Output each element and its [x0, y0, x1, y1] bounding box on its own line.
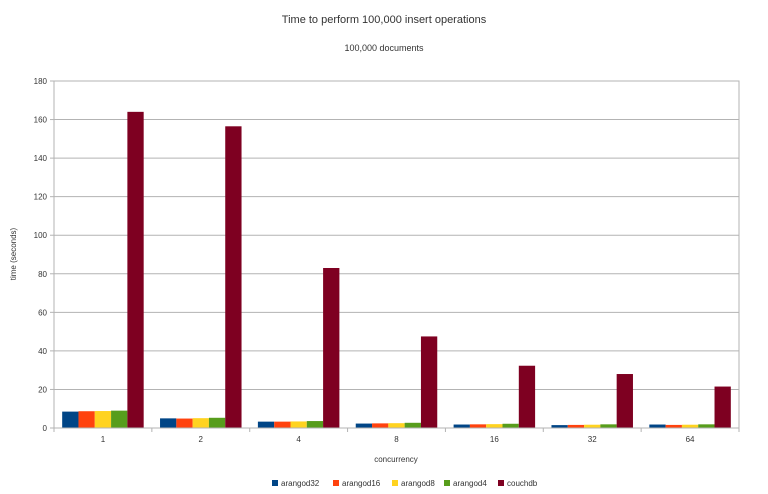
- legend-swatch: [392, 480, 398, 486]
- x-tick-label: 4: [296, 435, 301, 444]
- legend-label: couchdb: [507, 479, 538, 488]
- legend-label: arangod8: [401, 479, 435, 488]
- legend-label: arangod4: [453, 479, 487, 488]
- bar-arangod32-8: [355, 423, 373, 428]
- bar-arangod32-1: [62, 411, 79, 428]
- x-tick-label: 64: [686, 435, 695, 444]
- gridlines: [54, 80, 739, 429]
- bar-couchdb-32: [616, 374, 633, 428]
- y-axis-label: time (seconds): [9, 227, 18, 280]
- bar-arangod4-64: [698, 424, 715, 428]
- legend-item-arangod16: arangod16: [333, 479, 381, 488]
- legend-label: arangod16: [342, 479, 381, 488]
- bar-arangod16-4: [274, 421, 291, 428]
- legend-item-arangod32: arangod32: [272, 479, 320, 488]
- x-tick-label: 32: [588, 435, 597, 444]
- bar-arangod8-16: [486, 424, 503, 428]
- bar-arangod8-2: [192, 418, 209, 428]
- bar-arangod4-16: [502, 423, 519, 428]
- legend-swatch: [444, 480, 450, 486]
- bar-arangod32-4: [257, 421, 275, 428]
- bar-arangod8-32: [584, 424, 601, 428]
- legend-swatch: [333, 480, 339, 486]
- bar-arangod32-2: [160, 418, 177, 428]
- bar-couchdb-2: [225, 126, 242, 428]
- y-tick-label: 160: [34, 116, 48, 125]
- legend-swatch: [272, 480, 278, 486]
- legend-swatch: [498, 480, 504, 486]
- bar-arangod16-16: [469, 424, 487, 428]
- bar-arangod16-2: [176, 418, 193, 428]
- bar-arangod4-32: [600, 424, 617, 428]
- bar-couchdb-16: [518, 365, 536, 428]
- legend-label: arangod32: [281, 479, 320, 488]
- y-tick-label: 20: [38, 385, 47, 394]
- bar-arangod4-4: [306, 421, 324, 428]
- bar-arangod16-32: [567, 424, 585, 428]
- plot-area-frame: [53, 80, 740, 429]
- bar-arangod4-1: [111, 410, 128, 428]
- y-tick-label: 180: [34, 77, 48, 86]
- y-tick-label: 40: [38, 347, 47, 356]
- bar-arangod4-2: [208, 417, 226, 428]
- bar-arangod32-32: [551, 425, 568, 428]
- x-axis-ticks: 1 2 4 8 16 32 64: [53, 428, 740, 444]
- y-tick-label: 120: [34, 193, 48, 202]
- x-axis-label: concurrency: [374, 455, 418, 464]
- x-tick-label: 1: [101, 435, 106, 444]
- bar-arangod8-1: [94, 411, 112, 428]
- y-tick-label: 80: [38, 270, 47, 279]
- y-tick-label: 100: [34, 231, 48, 240]
- bar-arangod8-4: [290, 421, 307, 428]
- bar-couchdb-1: [127, 111, 144, 428]
- bar-arangod4-8: [404, 422, 421, 428]
- chart-subtitle: 100,000 documents: [344, 43, 424, 53]
- legend-item-arangod4: arangod4: [444, 479, 487, 488]
- bar-couchdb-8: [420, 336, 438, 428]
- bar-arangod16-64: [665, 424, 682, 428]
- bar-couchdb-64: [714, 386, 731, 428]
- y-axis-ticks: 0 20 40 60 80 100 120 140 160 180: [34, 77, 54, 433]
- y-tick-label: 60: [38, 308, 47, 317]
- bar-arangod16-1: [78, 411, 95, 428]
- bar-arangod8-64: [681, 424, 699, 428]
- bar-arangod16-8: [372, 423, 389, 428]
- bar-couchdb-4: [323, 267, 340, 428]
- y-tick-label: 140: [34, 154, 48, 163]
- legend-item-arangod8: arangod8: [392, 479, 435, 488]
- chart-title: Time to perform 100,000 insert operation…: [282, 14, 487, 26]
- bar-arangod32-64: [649, 424, 666, 428]
- bars: [62, 111, 731, 428]
- x-tick-label: 16: [490, 435, 499, 444]
- bar-arangod32-16: [453, 424, 470, 428]
- legend: arangod32 arangod16 arangod8 arangod4 couchd…: [272, 479, 538, 488]
- legend-item-couchdb: couchdb: [498, 479, 538, 488]
- x-tick-label: 2: [199, 435, 204, 444]
- y-tick-label: 0: [43, 424, 48, 433]
- bar-arangod8-8: [388, 423, 405, 428]
- x-tick-label: 8: [394, 435, 399, 444]
